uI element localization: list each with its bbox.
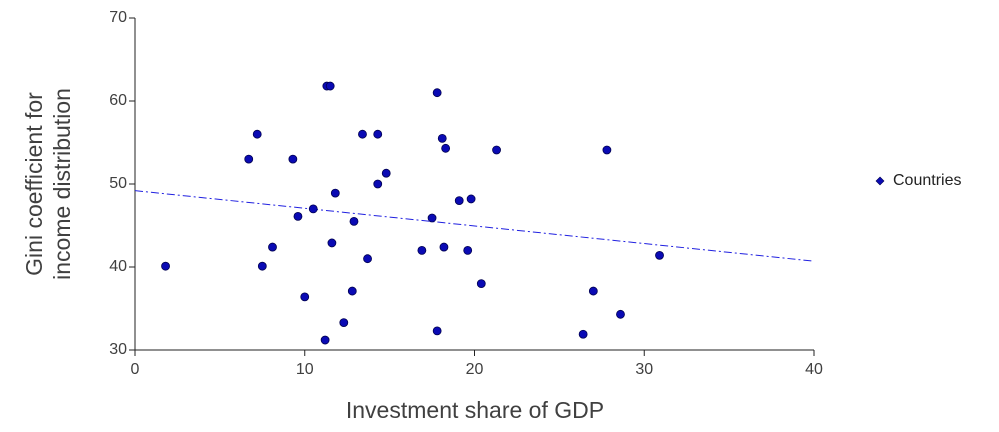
data-point bbox=[347, 286, 357, 296]
data-point bbox=[427, 213, 437, 223]
y-tick-label: 50 bbox=[109, 175, 127, 192]
x-tick-label: 40 bbox=[805, 361, 823, 378]
data-point bbox=[417, 245, 427, 255]
data-point bbox=[330, 188, 340, 198]
data-point bbox=[466, 194, 476, 204]
data-point bbox=[463, 245, 473, 255]
y-tick-label: 70 bbox=[109, 9, 127, 26]
data-point bbox=[476, 279, 486, 289]
data-point bbox=[288, 154, 298, 164]
data-point bbox=[325, 81, 335, 91]
data-point bbox=[432, 88, 442, 98]
data-point bbox=[300, 292, 310, 302]
data-point bbox=[308, 204, 318, 214]
x-axis-title: Investment share of GDP bbox=[346, 397, 604, 423]
data-point bbox=[437, 133, 447, 143]
data-point bbox=[358, 129, 367, 139]
data-point bbox=[381, 168, 391, 178]
data-point bbox=[320, 335, 330, 345]
data-point bbox=[339, 318, 349, 328]
y-tick-label: 60 bbox=[109, 92, 127, 109]
data-point bbox=[373, 179, 383, 189]
y-tick-label: 40 bbox=[109, 258, 127, 275]
data-point bbox=[257, 261, 267, 271]
data-point bbox=[363, 254, 372, 264]
trend-line bbox=[134, 190, 815, 262]
data-point bbox=[439, 242, 449, 252]
data-point bbox=[293, 211, 303, 221]
y-tick-label: 30 bbox=[109, 341, 127, 358]
x-tick-label: 30 bbox=[635, 361, 653, 378]
data-point bbox=[349, 216, 359, 226]
x-tick-label: 20 bbox=[466, 361, 484, 378]
y-axis-title: Gini coefficient for bbox=[21, 92, 47, 276]
data-point bbox=[616, 309, 625, 319]
data-point bbox=[441, 143, 451, 153]
data-point bbox=[588, 286, 598, 296]
data-point bbox=[578, 329, 588, 339]
data-point bbox=[602, 145, 612, 155]
data-point bbox=[327, 238, 337, 248]
x-tick-label: 10 bbox=[296, 361, 314, 378]
x-tick-label: 0 bbox=[131, 361, 140, 378]
data-point bbox=[244, 154, 254, 164]
legend-label: Countries bbox=[893, 172, 961, 189]
data-point bbox=[454, 196, 464, 206]
data-point bbox=[161, 261, 170, 271]
data-point bbox=[655, 250, 664, 260]
y-axis-title: income distribution bbox=[49, 88, 75, 280]
legend-marker bbox=[875, 176, 885, 186]
data-point bbox=[268, 242, 277, 252]
data-point bbox=[373, 129, 383, 139]
data-point bbox=[492, 145, 501, 155]
data-point bbox=[252, 129, 262, 139]
data-point bbox=[432, 326, 442, 336]
